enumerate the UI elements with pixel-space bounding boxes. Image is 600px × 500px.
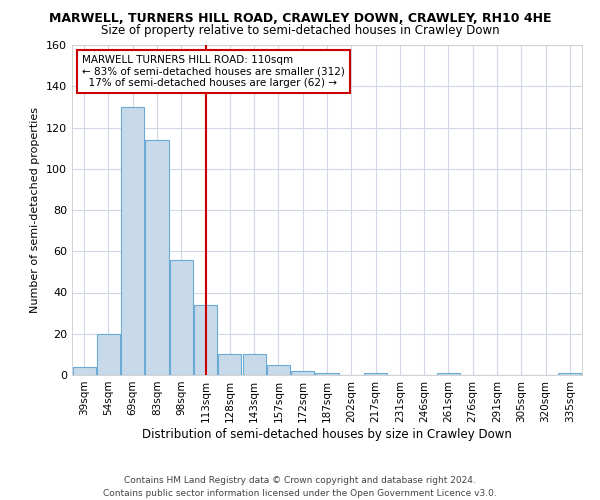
Bar: [437, 373, 460, 375]
Bar: [121, 107, 144, 375]
Bar: [364, 373, 387, 375]
Bar: [316, 373, 338, 375]
Text: Size of property relative to semi-detached houses in Crawley Down: Size of property relative to semi-detach…: [101, 24, 499, 37]
Bar: [242, 354, 266, 375]
Bar: [170, 260, 193, 375]
Bar: [194, 305, 217, 375]
Bar: [97, 334, 120, 375]
Y-axis label: Number of semi-detached properties: Number of semi-detached properties: [31, 107, 40, 313]
Bar: [73, 367, 95, 375]
Text: MARWELL TURNERS HILL ROAD: 110sqm
← 83% of semi-detached houses are smaller (312: MARWELL TURNERS HILL ROAD: 110sqm ← 83% …: [82, 55, 345, 88]
Bar: [267, 364, 290, 375]
Bar: [291, 371, 314, 375]
X-axis label: Distribution of semi-detached houses by size in Crawley Down: Distribution of semi-detached houses by …: [142, 428, 512, 440]
Bar: [218, 354, 241, 375]
Text: Contains HM Land Registry data © Crown copyright and database right 2024.
Contai: Contains HM Land Registry data © Crown c…: [103, 476, 497, 498]
Bar: [559, 373, 581, 375]
Text: MARWELL, TURNERS HILL ROAD, CRAWLEY DOWN, CRAWLEY, RH10 4HE: MARWELL, TURNERS HILL ROAD, CRAWLEY DOWN…: [49, 12, 551, 26]
Bar: [145, 140, 169, 375]
